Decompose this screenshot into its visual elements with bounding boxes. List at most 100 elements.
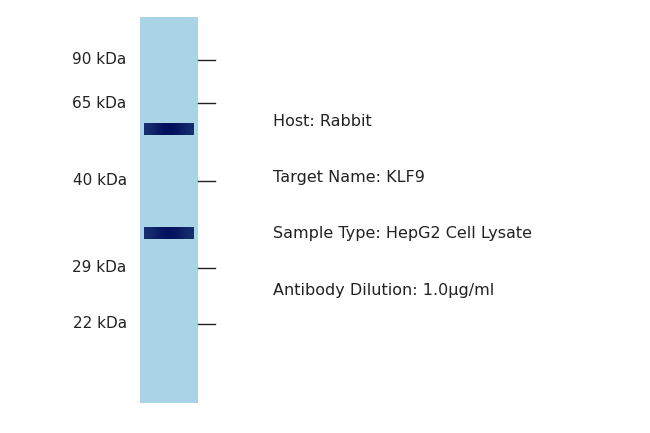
- Bar: [140, 171, 198, 173]
- Bar: [140, 60, 198, 61]
- Bar: [140, 314, 198, 316]
- Bar: [140, 204, 198, 206]
- Bar: [140, 241, 198, 243]
- Bar: [140, 318, 198, 320]
- Bar: [140, 303, 198, 304]
- Bar: [140, 327, 198, 330]
- Bar: [140, 185, 198, 187]
- Bar: [140, 239, 198, 241]
- Bar: [140, 226, 198, 227]
- Bar: [140, 374, 198, 376]
- Bar: [140, 351, 198, 352]
- Bar: [140, 112, 198, 114]
- Bar: [140, 68, 198, 69]
- Bar: [140, 381, 198, 384]
- Bar: [140, 129, 198, 131]
- Bar: [140, 320, 198, 322]
- Bar: [140, 198, 198, 200]
- Bar: [140, 145, 198, 146]
- Bar: [140, 27, 198, 29]
- Bar: [140, 279, 198, 281]
- Bar: [140, 166, 198, 168]
- Bar: [140, 378, 198, 380]
- Bar: [140, 102, 198, 104]
- Text: 90 kDa: 90 kDa: [73, 52, 127, 67]
- Bar: [140, 123, 198, 125]
- Bar: [140, 331, 198, 333]
- Bar: [140, 212, 198, 214]
- Bar: [140, 152, 198, 154]
- Bar: [140, 233, 198, 235]
- Bar: [140, 322, 198, 324]
- Bar: [140, 141, 198, 142]
- Bar: [140, 218, 198, 220]
- Bar: [140, 44, 198, 46]
- Bar: [140, 19, 198, 21]
- Bar: [140, 393, 198, 395]
- Bar: [140, 368, 198, 370]
- Bar: [140, 83, 198, 85]
- Bar: [140, 170, 198, 171]
- Bar: [140, 37, 198, 39]
- Bar: [140, 65, 198, 68]
- Bar: [140, 245, 198, 247]
- Text: 65 kDa: 65 kDa: [73, 96, 127, 110]
- Bar: [140, 94, 198, 96]
- Bar: [140, 372, 198, 374]
- Bar: [140, 349, 198, 351]
- Bar: [140, 139, 198, 141]
- Bar: [140, 352, 198, 355]
- Bar: [140, 297, 198, 299]
- Bar: [140, 61, 198, 64]
- Bar: [140, 40, 198, 42]
- Text: 40 kDa: 40 kDa: [73, 174, 127, 188]
- Bar: [140, 235, 198, 237]
- Bar: [140, 120, 198, 121]
- Bar: [140, 79, 198, 81]
- Bar: [140, 262, 198, 264]
- Bar: [140, 104, 198, 106]
- Bar: [140, 73, 198, 75]
- Bar: [140, 200, 198, 202]
- Bar: [140, 308, 198, 310]
- Bar: [140, 266, 198, 268]
- Bar: [140, 222, 198, 223]
- Bar: [140, 114, 198, 116]
- Bar: [140, 183, 198, 185]
- Bar: [140, 293, 198, 295]
- Bar: [140, 229, 198, 231]
- Bar: [140, 275, 198, 278]
- Bar: [140, 146, 198, 149]
- Bar: [140, 307, 198, 308]
- Bar: [140, 142, 198, 145]
- Text: Sample Type: HepG2 Cell Lysate: Sample Type: HepG2 Cell Lysate: [273, 226, 532, 241]
- Bar: [140, 337, 198, 339]
- Bar: [140, 364, 198, 366]
- Bar: [140, 206, 198, 208]
- Text: 22 kDa: 22 kDa: [73, 317, 127, 331]
- Bar: [140, 299, 198, 301]
- Bar: [140, 268, 198, 270]
- Bar: [140, 75, 198, 77]
- Bar: [140, 173, 198, 175]
- Bar: [140, 397, 198, 399]
- Bar: [140, 58, 198, 60]
- Bar: [140, 125, 198, 127]
- Bar: [140, 25, 198, 27]
- Bar: [140, 116, 198, 117]
- Bar: [140, 291, 198, 293]
- Bar: [140, 380, 198, 381]
- Bar: [140, 175, 198, 177]
- Bar: [140, 160, 198, 162]
- Bar: [140, 46, 198, 48]
- Bar: [140, 121, 198, 123]
- Bar: [140, 330, 198, 331]
- Bar: [140, 220, 198, 222]
- Bar: [140, 401, 198, 403]
- Bar: [140, 326, 198, 327]
- Bar: [140, 23, 198, 25]
- Bar: [140, 193, 198, 194]
- Bar: [140, 93, 198, 94]
- Bar: [140, 17, 198, 19]
- Bar: [140, 256, 198, 258]
